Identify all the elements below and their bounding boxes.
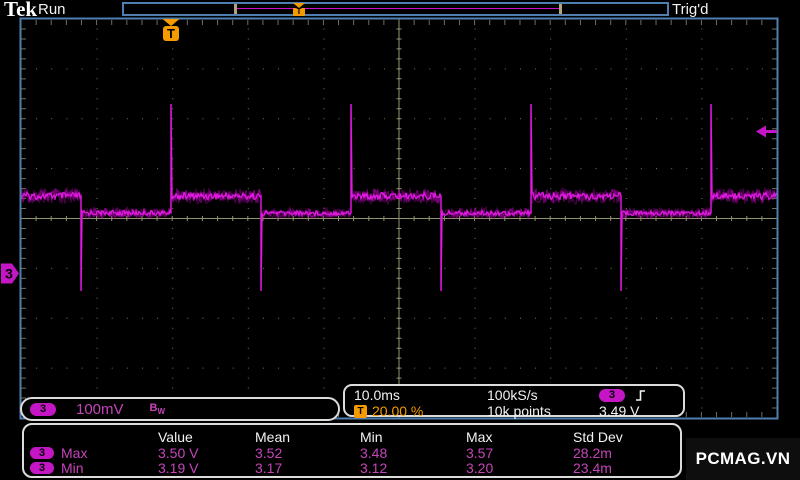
acquisition-status: Run xyxy=(38,1,66,18)
col-header-max: Max xyxy=(466,428,493,445)
trigger-position-marker-icon: T xyxy=(162,19,180,41)
meas-min-value: 3.19 V xyxy=(158,459,199,476)
bandwidth-limit-icon: BW xyxy=(149,401,166,417)
meas-min-min: 3.12 xyxy=(360,459,388,476)
channel3-position-marker: 3 xyxy=(1,263,19,284)
col-header-min: Min xyxy=(360,428,383,445)
table-corner xyxy=(30,428,158,445)
pcmag-watermark: PCMAG.VN xyxy=(686,438,800,480)
horizontal-trigger-readout-box: 10.0ms 100kS/s 3 T 20.00 % 10k points 3.… xyxy=(343,384,685,419)
record-window-right-bracket xyxy=(559,4,562,14)
horizontal-position-readout: T 20.00 % xyxy=(354,403,487,419)
mini-trigger-arrow-icon xyxy=(293,3,305,8)
meas-min-mean: 3.17 xyxy=(255,459,283,476)
table-row-label: 3 Max xyxy=(30,445,158,461)
vertical-scale-readout: 100mV xyxy=(76,400,124,418)
meas-max-stddev: 28.2m xyxy=(573,444,612,461)
trigger-slope-rising-icon xyxy=(636,390,645,401)
record-window-left-bracket xyxy=(234,4,237,14)
svg-text:3: 3 xyxy=(5,266,13,282)
trigger-level-arrow-icon xyxy=(756,125,777,138)
trigger-status: Trig'd xyxy=(672,1,709,18)
col-header-stddev: Std Dev xyxy=(573,428,623,445)
channel-3-badge: 3 xyxy=(30,402,56,416)
trigger-source-channel-badge: 3 xyxy=(599,388,625,402)
channel3-trace xyxy=(20,103,778,292)
horizontal-scale-readout: 10.0ms xyxy=(354,387,400,403)
measurement-table: Value Mean Min Max Std Dev 3 Max 3.50 V … xyxy=(22,423,682,478)
trigger-t-icon: T xyxy=(354,404,367,418)
acquisition-preview-bar: T xyxy=(122,2,669,16)
record-length-readout: 10k points xyxy=(487,403,551,419)
sample-rate-readout: 100kS/s xyxy=(487,387,538,403)
meas-max-mean: 3.52 xyxy=(255,444,283,461)
col-header-value: Value xyxy=(158,428,193,445)
tek-logo: Tek xyxy=(4,0,38,21)
col-header-mean: Mean xyxy=(255,428,291,445)
record-extent-line xyxy=(236,8,562,9)
trigger-source-slope: 3 xyxy=(599,388,681,402)
mini-trigger-position-icon: T xyxy=(293,3,305,16)
meas-max-min: 3.48 xyxy=(360,444,388,461)
table-row-label: 3 Min xyxy=(30,460,158,476)
channel-3-badge: 3 xyxy=(30,446,54,459)
svg-text:T: T xyxy=(167,26,175,41)
display-border xyxy=(19,17,779,420)
channel-readout-box: 3 100mV BW xyxy=(20,397,340,421)
meas-max-value: 3.50 V xyxy=(158,444,199,461)
meas-min-stddev: 23.4m xyxy=(573,459,612,476)
meas-max-max: 3.57 xyxy=(466,444,494,461)
top-status-bar: Tek Run T Trig'd xyxy=(0,0,800,21)
meas-min-max: 3.20 xyxy=(466,459,494,476)
channel-3-badge: 3 xyxy=(30,461,54,474)
trigger-level-readout: 3.49 V xyxy=(599,403,640,419)
